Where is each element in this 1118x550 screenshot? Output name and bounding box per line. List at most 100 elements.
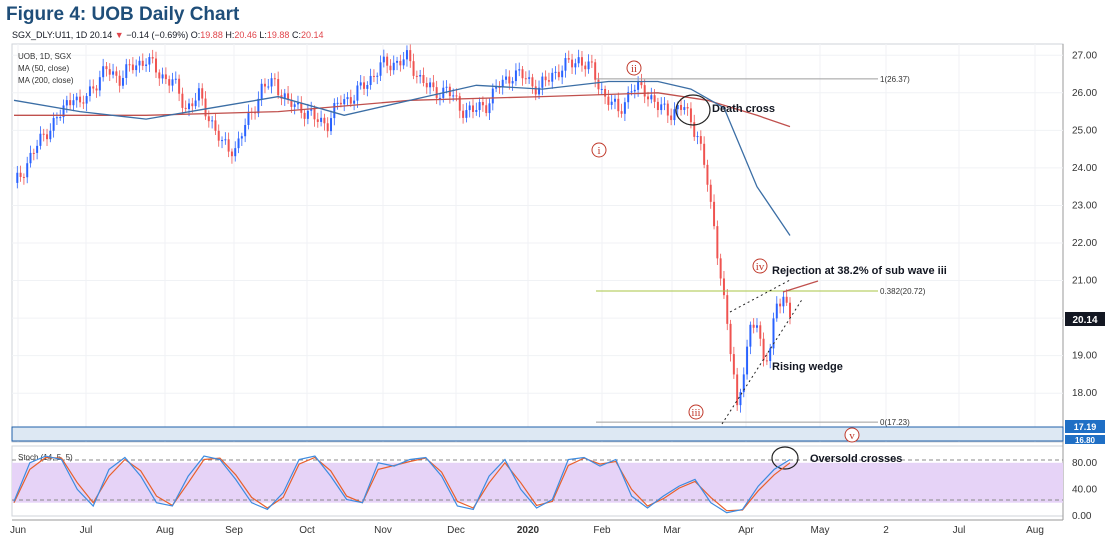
candle: [574, 58, 577, 75]
candle: [376, 72, 379, 85]
candle: [399, 54, 402, 72]
candle: [115, 66, 118, 83]
candle: [88, 79, 91, 102]
candle: [19, 165, 22, 182]
candle: [46, 128, 49, 146]
rejection-label: Rejection at 38.2% of sub wave iii: [772, 265, 947, 277]
candle: [339, 95, 342, 108]
candle: [742, 367, 745, 398]
price-tick-label: 19.00: [1072, 351, 1097, 362]
stoch-tick-label: 80.00: [1072, 458, 1097, 469]
price-tick-label: 26.00: [1072, 88, 1097, 99]
candle: [333, 98, 336, 126]
candle: [719, 253, 722, 286]
candle: [105, 61, 108, 77]
candle: [98, 70, 101, 97]
candle: [227, 132, 230, 158]
candle: [366, 81, 369, 97]
candle: [95, 84, 98, 98]
candle: [363, 76, 366, 95]
candle: [458, 92, 461, 119]
candle: [135, 59, 138, 77]
candle: [650, 87, 653, 104]
candle: [673, 102, 676, 126]
candle: [85, 92, 88, 112]
stoch-band: [12, 462, 1063, 503]
candle: [709, 179, 712, 209]
death-cross-circle: [675, 94, 711, 126]
candle: [263, 78, 266, 94]
candle: [468, 101, 471, 118]
candle: [79, 89, 82, 108]
candle: [472, 99, 474, 119]
candle: [330, 110, 332, 135]
candle: [128, 59, 131, 72]
candle: [293, 100, 296, 115]
candle: [290, 93, 293, 113]
time-tick-label: Dec: [447, 525, 465, 536]
candle: [112, 63, 115, 79]
candle: [303, 109, 306, 127]
candle: [432, 75, 435, 92]
candle: [485, 97, 488, 117]
candle: [412, 53, 415, 80]
candle: [237, 131, 240, 154]
candle: [29, 145, 32, 168]
candle: [577, 49, 580, 68]
candle: [686, 103, 689, 116]
candle: [55, 112, 58, 126]
candle: [491, 83, 494, 111]
figure-title: Figure 4: UOB Daily Chart: [6, 4, 240, 25]
candle: [693, 114, 696, 141]
candle: [287, 85, 290, 104]
candle: [706, 159, 709, 192]
ma50-line: [13, 80, 791, 236]
legend-symbol: UOB, 1D, SGX: [18, 52, 72, 61]
time-tick-label: 2020: [517, 525, 540, 536]
candle: [250, 107, 253, 120]
candle: [320, 110, 323, 127]
candle: [670, 108, 673, 126]
fib-level-label: 1(26.37): [880, 75, 910, 84]
candle: [521, 65, 524, 86]
candle: [405, 45, 408, 67]
candle: [620, 103, 623, 118]
time-tick-label: 2: [883, 525, 889, 536]
candle: [653, 89, 656, 109]
candle: [656, 97, 659, 118]
candle: [326, 117, 329, 138]
oversold-label: Oversold crosses: [810, 453, 902, 465]
candle: [396, 56, 399, 71]
candle: [300, 96, 303, 119]
candle: [257, 91, 260, 118]
candle: [125, 58, 128, 85]
candle: [683, 99, 686, 115]
change-down-icon: ▼: [114, 30, 124, 40]
candle: [422, 67, 425, 87]
candle: [722, 271, 725, 300]
candle: [785, 289, 788, 306]
support-bottom-badge: [1065, 435, 1105, 444]
candle: [584, 61, 587, 77]
price-tick-label: 24.00: [1072, 163, 1097, 174]
candle: [429, 77, 432, 95]
candle: [647, 91, 649, 107]
candle: [498, 81, 501, 94]
last-price: 20.14: [89, 30, 113, 40]
candle: [600, 82, 603, 95]
candle: [356, 81, 359, 108]
price-tick-label: 23.00: [1072, 200, 1097, 211]
candle: [178, 74, 181, 102]
high-label: H:: [225, 30, 235, 40]
wave-iii-marker: [688, 404, 704, 420]
candle: [72, 93, 75, 112]
time-tick-label: Jul: [953, 525, 966, 536]
candle: [26, 156, 29, 184]
candle: [775, 296, 778, 322]
price-tick-label: 27.00: [1072, 50, 1097, 61]
candle: [161, 67, 164, 84]
candle: [194, 92, 197, 110]
candle: [69, 92, 72, 110]
candle: [197, 82, 200, 108]
